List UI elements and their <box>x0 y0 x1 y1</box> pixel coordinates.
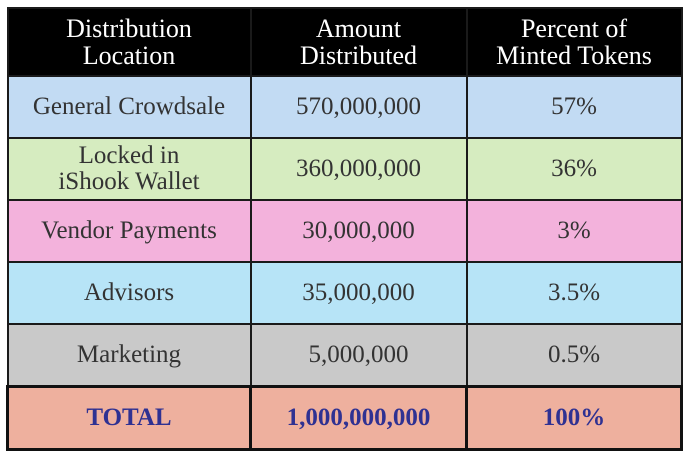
percent-cell: 36% <box>465 137 683 201</box>
header-percent-minted: Percent of Minted Tokens <box>465 7 683 77</box>
amount-cell: 570,000,000 <box>249 75 468 139</box>
location-cell: Marketing <box>6 323 252 388</box>
percent-cell: 57% <box>465 75 683 139</box>
total-row: TOTAL 1,000,000,000 100% <box>6 385 683 451</box>
header-row: Distribution Location Amount Distributed P… <box>6 7 683 77</box>
percent-cell: 3.5% <box>465 261 683 325</box>
location-cell: Locked in iShook Wallet <box>6 137 252 201</box>
table-row: Locked in iShook Wallet 360,000,000 36% <box>6 137 683 201</box>
table-row: General Crowdsale 570,000,000 57% <box>6 75 683 139</box>
header-distribution-location: Distribution Location <box>6 7 252 77</box>
location-cell: General Crowdsale <box>6 75 252 139</box>
amount-cell: 30,000,000 <box>249 199 468 263</box>
table-row: Advisors 35,000,000 3.5% <box>6 261 683 325</box>
token-distribution-table: Distribution Location Amount Distributed P… <box>6 7 683 451</box>
total-amount-cell: 1,000,000,000 <box>249 385 468 451</box>
amount-cell: 5,000,000 <box>249 323 468 388</box>
table-row: Marketing 5,000,000 0.5% <box>6 323 683 388</box>
percent-cell: 3% <box>465 199 683 263</box>
amount-cell: 360,000,000 <box>249 137 468 201</box>
location-cell: Vendor Payments <box>6 199 252 263</box>
location-cell: Advisors <box>6 261 252 325</box>
total-label-cell: TOTAL <box>6 385 252 451</box>
amount-cell: 35,000,000 <box>249 261 468 325</box>
percent-cell: 0.5% <box>465 323 683 388</box>
total-percent-cell: 100% <box>465 385 683 451</box>
header-amount-distributed: Amount Distributed <box>249 7 468 77</box>
table-row: Vendor Payments 30,000,000 3% <box>6 199 683 263</box>
